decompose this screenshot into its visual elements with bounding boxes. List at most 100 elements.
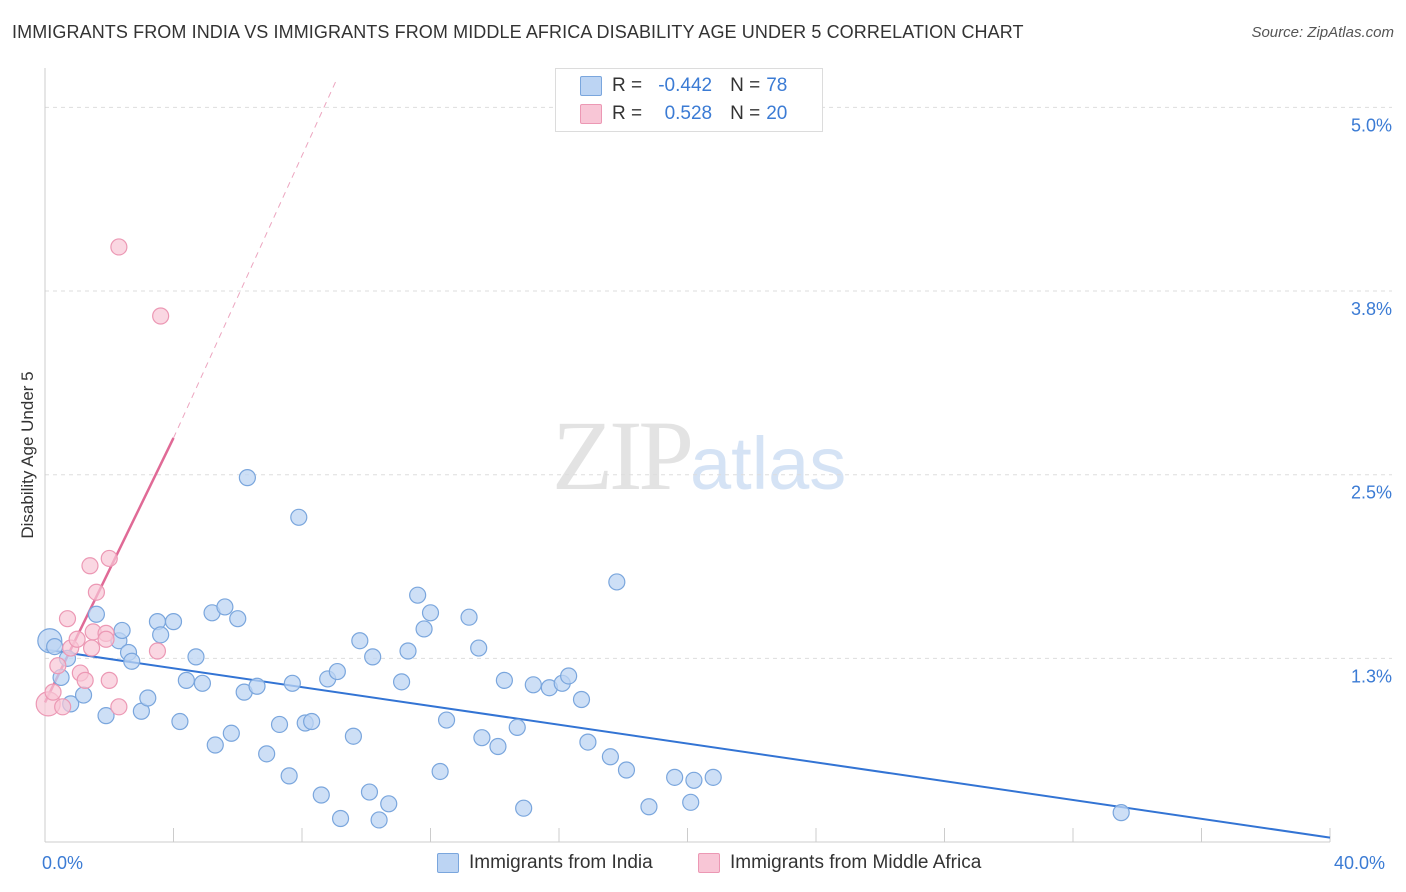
india-data-point [601,748,620,766]
india-data-point [409,586,427,604]
watermark: ZIPatlas [552,398,846,513]
africa-data-point [68,630,86,648]
india-data-point [370,811,388,829]
india-data-point [123,652,141,670]
india-data-point [682,793,700,811]
y-tick-label: 2.5% [1351,483,1392,503]
india-data-point [229,610,247,628]
india-data-point [46,637,64,656]
india-data-point [380,795,398,813]
india-data-point [431,762,449,781]
india-data-point [283,674,301,692]
india-r-value: -0.442 [658,75,713,96]
india-data-point [193,674,212,692]
africa-data-point [110,698,128,716]
x-tick-max: 40.0% [1334,853,1386,873]
india-data-point [164,613,183,631]
india-data-point [270,715,289,734]
y-axis-label: Disability Age Under 5 [18,371,37,539]
india-data-point [415,620,433,638]
india-data-point [704,768,722,786]
india-data-point [470,639,488,657]
n-label: N = [730,103,761,124]
india-data-point [351,632,369,650]
india-data-point [248,677,266,695]
india-data-point [139,689,157,707]
africa-data-point [76,671,94,689]
india-data-point [177,671,195,689]
india-data-point [290,508,308,526]
india-data-point [206,736,224,754]
africa-data-point [100,671,118,689]
india-data-point [421,604,440,622]
x-tick-min: 0.0% [42,853,84,873]
r-label: R = [612,75,643,96]
legend-row-africa: R = 0.528 N = 20 [556,100,787,128]
india-data-point [152,626,170,644]
africa-data-point [54,698,72,716]
africa-legend-label: Immigrants from Middle Africa [730,852,982,873]
africa-data-point [81,557,99,575]
correlation-legend: R = -0.442 N = 78 R = 0.528 N = 20 [555,68,823,132]
india-data-point [238,469,256,487]
africa-data-point [44,683,62,701]
y-tick-label: 3.8% [1351,299,1392,319]
india-data-point [579,733,597,751]
india-data-point [331,809,350,828]
india-data-point [280,767,298,785]
n-label: N = [730,75,761,96]
r-label: R = [612,103,643,124]
india-data-point [216,598,234,616]
india-data-point [392,673,411,691]
india-data-point [87,605,106,623]
india-data-point [640,798,658,816]
india-data-point [364,648,382,666]
india-swatch-icon [580,76,602,96]
india-data-point [617,761,636,779]
africa-data-point [97,630,115,648]
india-data-point [437,711,456,729]
africa-data-point [87,583,106,601]
india-data-point [495,671,513,689]
africa-data-point [58,610,77,628]
india-data-point [560,667,578,685]
india-legend-label: Immigrants from India [469,852,653,873]
india-data-point [113,621,131,640]
source-credit: Source: ZipAtlas.com [1251,24,1394,41]
india-data-point [303,712,321,731]
africa-n-value: 20 [766,103,788,124]
india-data-point [515,799,533,817]
india-data-point [489,737,507,756]
india-data-point [572,690,591,709]
india-data-point [187,648,205,666]
bottom-legend-india: Immigrants from India [437,852,653,874]
india-data-point [473,729,491,747]
y-tick-label: 1.3% [1351,666,1392,686]
africa-data-point [110,238,128,256]
africa-trend-extension [173,77,338,439]
india-data-point [608,573,626,591]
chart-title: IMMIGRANTS FROM INDIA VS IMMIGRANTS FROM… [12,22,1024,42]
india-data-point [460,608,478,626]
india-data-point [685,771,703,789]
india-data-point [508,718,526,737]
africa-data-point [148,642,167,660]
india-data-point [524,676,542,694]
india-data-point [171,712,189,731]
india-data-point [360,783,379,801]
india-data-point [666,768,684,786]
india-data-point [399,642,417,660]
africa-r-value: 0.528 [664,103,713,124]
india-data-point [222,724,240,742]
bottom-legend-africa: Immigrants from Middle Africa [698,852,981,874]
y-tick-label: 5.0% [1351,115,1392,135]
africa-legend-swatch-icon [698,853,720,873]
africa-swatch-icon [580,104,602,124]
watermark-zip: ZIP [552,400,694,511]
india-data-point [1112,804,1130,822]
india-data-point [312,786,330,804]
india-legend-swatch-icon [437,853,459,873]
africa-data-point [82,639,101,657]
legend-row-india: R = -0.442 N = 78 [556,72,787,100]
